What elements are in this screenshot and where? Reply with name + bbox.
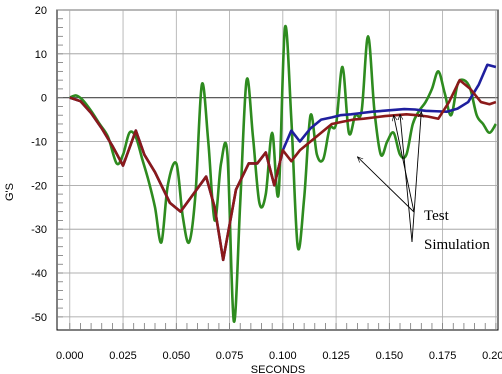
annotation-label-test: Test	[424, 208, 450, 224]
x-axis-label: SECONDS	[251, 364, 305, 374]
x-tick-label: 0.150	[376, 350, 404, 362]
y-tick-label: 10	[35, 49, 47, 61]
y-tick-label: 0	[41, 93, 47, 105]
annotation-arrow	[357, 157, 415, 213]
x-tick-label: 0.000	[56, 350, 84, 362]
x-tick-label: 0.025	[109, 350, 137, 362]
y-tick-label: -40	[31, 268, 47, 280]
axis-ticks	[57, 9, 497, 330]
y-axis-label: G'S	[4, 183, 16, 201]
y-tick-label: 20	[35, 5, 47, 17]
annotation-arrow	[394, 115, 415, 213]
y-tick-label: -20	[31, 180, 47, 192]
series-line-test	[69, 24, 497, 323]
series-lines	[69, 24, 497, 323]
x-tick-labels: 0.000 0.025 0.050 0.075 0.100 0.125 0.150 0.175…	[56, 350, 502, 362]
series-line-simulation	[69, 78, 497, 262]
x-tick-label: 0.100	[269, 350, 297, 362]
annotation-arrow	[400, 114, 413, 243]
annotation-arrow	[411, 112, 421, 243]
grid-lines	[57, 9, 498, 330]
y-tick-label: -30	[31, 224, 47, 236]
annotation-label-simulation: Simulation	[424, 237, 490, 253]
x-tick-label: 0.075	[216, 350, 244, 362]
y-tick-label: -50	[31, 312, 47, 324]
x-tick-label: 0.175	[429, 350, 457, 362]
annotations: Test Simulation	[357, 112, 490, 253]
x-tick-label: 0.125	[322, 350, 350, 362]
x-tick-label: 0.050	[163, 350, 191, 362]
y-tick-label: -10	[31, 137, 47, 149]
x-tick-label: 0.200	[482, 350, 502, 362]
y-tick-labels: 20 10 0 -10 -20 -30 -40 -50	[31, 5, 47, 324]
